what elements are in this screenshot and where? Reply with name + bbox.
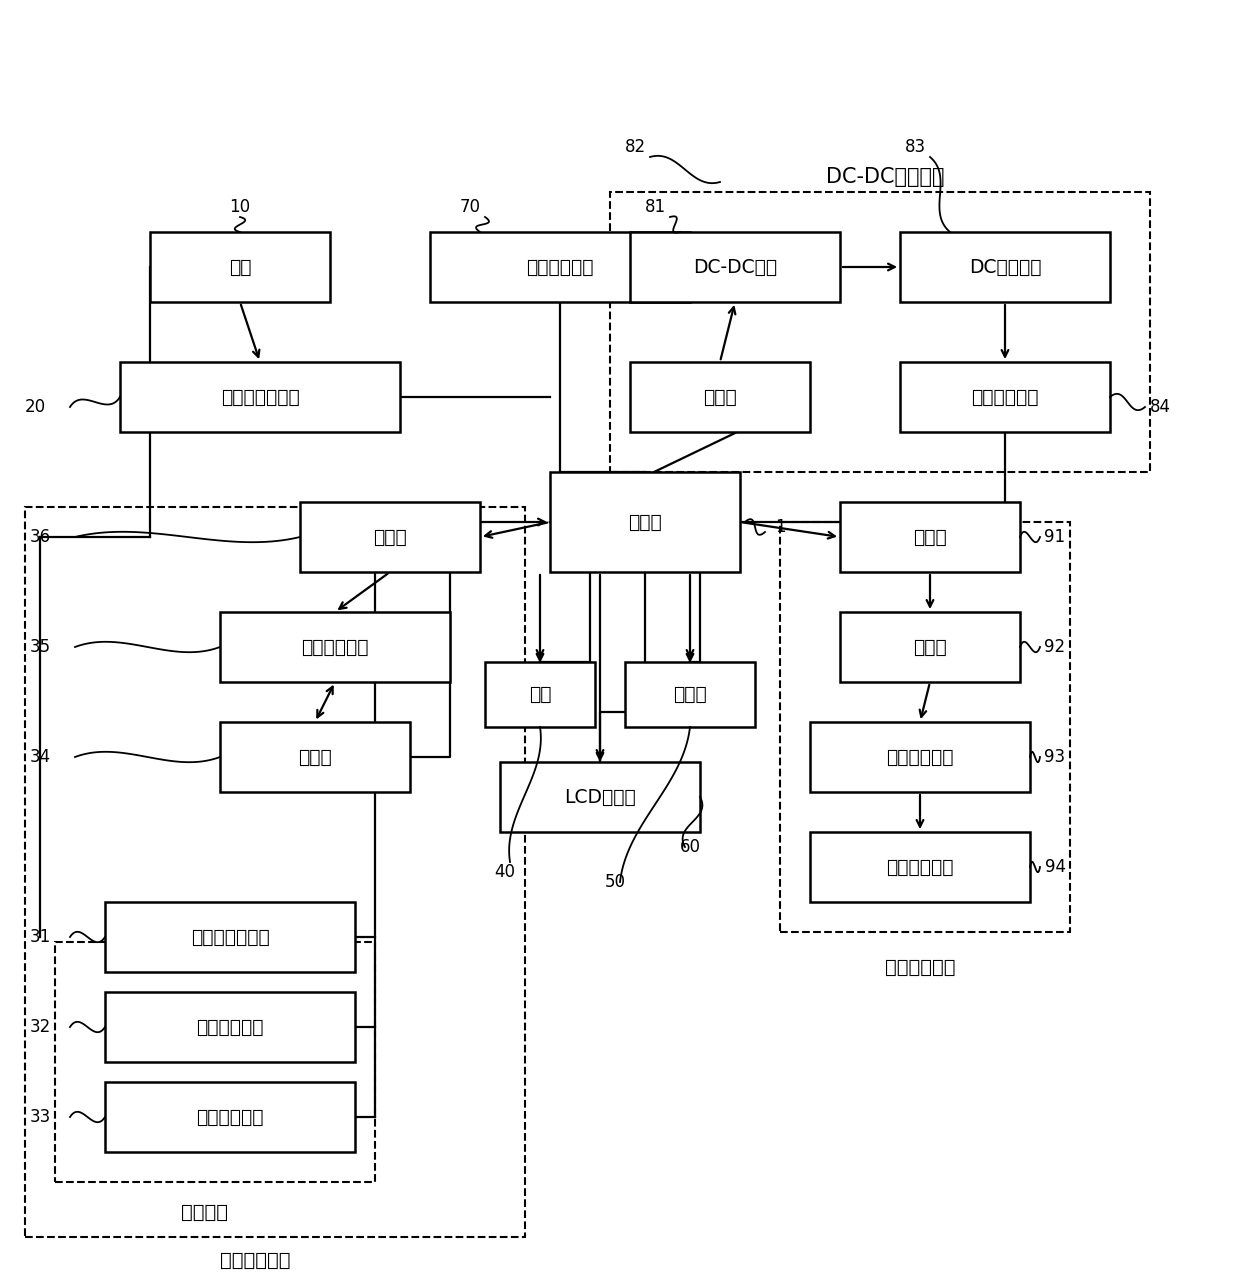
Text: 82: 82 <box>625 138 646 156</box>
Bar <box>551 472 740 572</box>
Text: 逆变器: 逆变器 <box>913 637 947 656</box>
Text: DC-DC电路: DC-DC电路 <box>693 258 777 277</box>
Text: 81: 81 <box>645 197 666 215</box>
Bar <box>485 662 595 727</box>
Bar <box>900 362 1110 432</box>
Bar <box>300 503 480 572</box>
Text: 交流输出单元: 交流输出单元 <box>885 958 955 977</box>
Text: 开关管: 开关管 <box>373 527 407 546</box>
Bar <box>810 722 1030 792</box>
Text: 电流采样模块: 电流采样模块 <box>971 387 1039 406</box>
Text: 92: 92 <box>1044 638 1065 656</box>
Bar <box>55 942 374 1182</box>
Text: 33: 33 <box>30 1108 51 1126</box>
Text: 32: 32 <box>30 1018 51 1036</box>
Text: 60: 60 <box>680 838 701 856</box>
Text: 外置电源模块: 外置电源模块 <box>196 1018 264 1037</box>
Bar <box>150 232 330 303</box>
Text: 20: 20 <box>25 397 46 415</box>
Text: 通讯器: 通讯器 <box>298 747 332 767</box>
Text: 充电模块: 充电模块 <box>181 1203 228 1222</box>
Text: 按键: 按键 <box>528 685 552 704</box>
Bar <box>219 612 450 682</box>
Text: 蜂鸣器: 蜂鸣器 <box>673 685 707 704</box>
Text: 93: 93 <box>1044 747 1065 767</box>
Text: 84: 84 <box>1149 397 1171 415</box>
Bar <box>900 232 1110 303</box>
Bar <box>430 232 689 303</box>
Text: 35: 35 <box>30 638 51 656</box>
Text: 94: 94 <box>1044 858 1065 876</box>
Bar <box>105 992 355 1061</box>
Bar <box>500 762 701 832</box>
Text: 31: 31 <box>30 928 51 946</box>
Text: LCD显示器: LCD显示器 <box>564 787 636 806</box>
Bar <box>780 522 1070 932</box>
Text: 91: 91 <box>1044 528 1065 546</box>
Bar <box>630 232 839 303</box>
Text: 直流充电单元: 直流充电单元 <box>219 1250 290 1269</box>
Bar <box>105 903 355 972</box>
Text: 1: 1 <box>775 518 785 536</box>
Bar <box>839 503 1021 572</box>
Text: 控制器: 控制器 <box>629 513 662 532</box>
Text: 继电器: 继电器 <box>913 527 947 546</box>
Text: DC-DC转换单元: DC-DC转换单元 <box>826 167 944 187</box>
Text: 50: 50 <box>605 873 625 891</box>
Bar <box>630 362 810 432</box>
Text: 输出计量电源: 输出计量电源 <box>887 858 954 877</box>
Text: 输入计量模块: 输入计量模块 <box>301 637 368 656</box>
Text: 控制管: 控制管 <box>703 387 737 406</box>
Text: 温度检测探头: 温度检测探头 <box>526 258 594 277</box>
Bar <box>25 506 525 1237</box>
Bar <box>105 1082 355 1153</box>
Bar <box>839 612 1021 682</box>
Text: 输出计量模块: 输出计量模块 <box>887 747 954 767</box>
Text: 34: 34 <box>30 747 51 767</box>
Bar <box>810 832 1030 903</box>
Text: 83: 83 <box>904 138 925 156</box>
Text: 40: 40 <box>495 863 516 881</box>
Bar <box>610 192 1149 472</box>
Text: 10: 10 <box>229 197 250 215</box>
Text: DC输出模块: DC输出模块 <box>968 258 1042 277</box>
Text: 电池防反接电路: 电池防反接电路 <box>221 387 299 406</box>
Text: 输入计量电源: 输入计量电源 <box>196 1108 264 1127</box>
Bar <box>120 362 401 432</box>
Text: 36: 36 <box>30 528 51 546</box>
Bar <box>219 722 410 792</box>
Bar <box>625 662 755 727</box>
Text: 电池: 电池 <box>228 258 252 277</box>
Text: 70: 70 <box>460 197 481 215</box>
Text: 太阳能充电模块: 太阳能充电模块 <box>191 927 269 946</box>
